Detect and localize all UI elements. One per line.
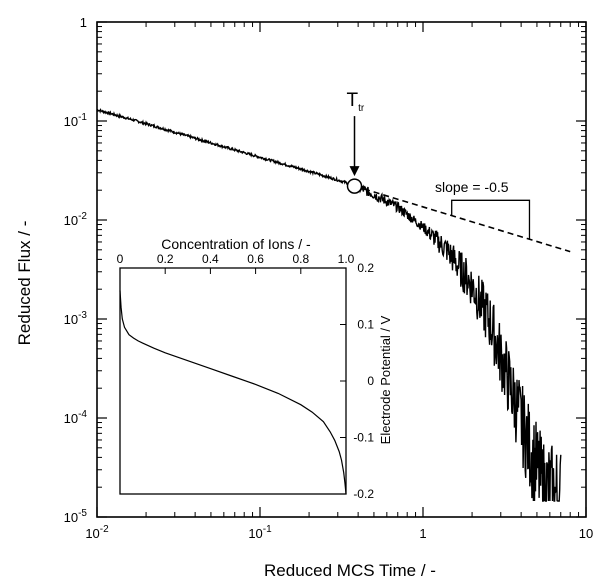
x-axis-label: Reduced MCS Time / - (264, 561, 436, 580)
main-series-layer (96, 107, 571, 502)
y-tick-label: 10-1 (64, 112, 88, 129)
slope-label: slope = -0.5 (435, 179, 509, 195)
flux-series-line (96, 107, 562, 502)
inset-x-axis-label: Concentration of Ions / - (161, 236, 311, 252)
slope-triangle (451, 199, 531, 240)
transition-label: Ttr (347, 90, 365, 114)
dashed-power-law-line (354, 185, 571, 253)
y-tick-label: 10-4 (64, 409, 88, 426)
x-tick-label: 10-2 (85, 524, 109, 541)
y-tick-label: 1 (80, 15, 87, 30)
inset-y-tick-label: -0.1 (353, 431, 374, 445)
inset-x-tick-label: 1.0 (338, 252, 355, 266)
inset-y-tick-label: -0.2 (353, 487, 374, 501)
inset-x-tick-label: 0.2 (157, 252, 174, 266)
main-plot-area: 10-2 10-1 1 10 10-5 10-4 10-3 10-2 10-1 1 (64, 15, 594, 541)
y-tick-label: 10-2 (64, 211, 88, 228)
transition-arrow-head (349, 166, 360, 177)
transition-point-marker (346, 178, 363, 194)
main-plot-frame (96, 21, 587, 518)
annotation-layer: Ttr (346, 90, 531, 240)
inset-frame (119, 267, 347, 495)
x-tick-label: 1 (419, 526, 426, 541)
x-tick-label: 10 (579, 526, 593, 541)
inset-y-tick-label: 0.2 (357, 261, 374, 275)
inset-y-tick-label: 0.1 (357, 318, 374, 332)
inset-x-tick-label: 0.8 (292, 252, 309, 266)
inset-y-axis-label: Electrode Potential / V (378, 315, 393, 444)
x-tick-label: 10-1 (248, 524, 272, 541)
inset-x-tick-label: 0 (117, 252, 124, 266)
inset-x-tick-label: 0.4 (202, 252, 219, 266)
inset-plot-area: 0 0.2 0.4 0.6 0.8 1.00.20.10-0.1-0.2 (117, 252, 375, 501)
y-axis-label: Reduced Flux / - (15, 221, 34, 346)
inset-y-tick-label: 0 (367, 374, 374, 388)
inset-x-tick-label: 0.6 (247, 252, 264, 266)
y-tick-label: 10-5 (64, 508, 88, 525)
inset-potential-line (119, 290, 347, 495)
y-tick-label: 10-3 (64, 310, 88, 327)
